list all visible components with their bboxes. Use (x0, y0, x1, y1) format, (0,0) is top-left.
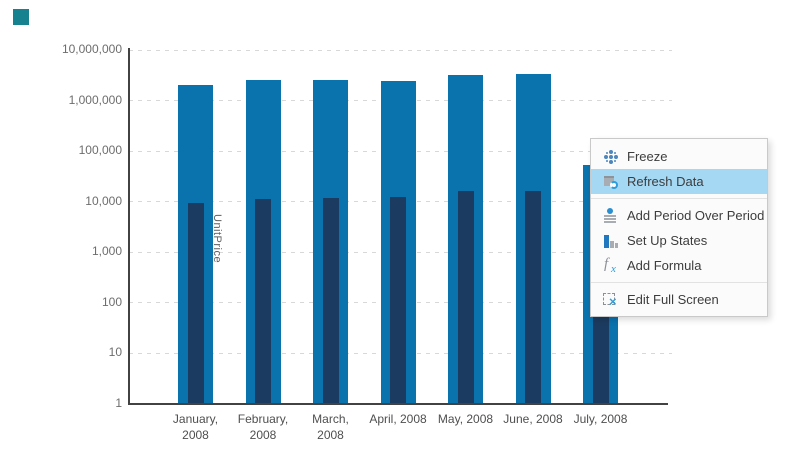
y-axis-tick-label: 10,000,000 (61, 42, 122, 56)
y-axis-tick-label: 1,000 (91, 244, 122, 259)
menu-item-label: Freeze (627, 149, 668, 164)
y-axis-tick-label: 10,000 (85, 193, 122, 208)
menu-item-add-period-over-period[interactable]: Add Period Over Period (591, 203, 767, 228)
x-axis-tick-label: March, 2008 (312, 412, 349, 442)
x-axis-tick-label: January, 2008 (172, 412, 219, 442)
menu-separator (591, 198, 767, 199)
series-label-unitprice: UnitPrice (211, 214, 223, 264)
menu-item-label: Add Period Over Period (627, 208, 765, 223)
bar-series2-april[interactable] (390, 197, 406, 404)
menu-item-label: Refresh Data (627, 174, 704, 189)
bar-series2-june[interactable] (525, 191, 541, 404)
menu-item-label: Edit Full Screen (627, 292, 719, 307)
menu-item-freeze[interactable]: Freeze (591, 144, 767, 169)
x-axis-tick-label: April, 2008 (369, 412, 427, 426)
x-axis-line (128, 403, 668, 405)
x-axis-tick-label: May, 2008 (437, 412, 494, 426)
app-logo (13, 9, 29, 25)
y-axis-line (128, 48, 130, 405)
bar-series2-february[interactable] (255, 199, 271, 404)
y-axis-tick-label: 100 (101, 294, 122, 309)
y-axis-tick-label: 100,000 (78, 143, 122, 158)
menu-item-refresh-data[interactable]: Refresh Data (591, 169, 767, 194)
y-axis-tick-label: 10 (108, 345, 122, 360)
x-axis-tick-label: February, 2008 (237, 412, 289, 442)
bar-series2-may[interactable] (457, 191, 474, 404)
refresh-data-icon (603, 174, 619, 190)
menu-item-add-formula[interactable]: f x Add Formula (591, 253, 767, 278)
menu-separator (591, 282, 767, 283)
x-axis-tick-label: July, 2008 (573, 412, 628, 426)
menu-item-label: Add Formula (627, 258, 702, 273)
menu-item-edit-full-screen[interactable]: × Edit Full Screen (591, 287, 767, 312)
freeze-icon (603, 149, 619, 165)
bar-series2-march[interactable] (322, 198, 339, 404)
menu-item-set-up-states[interactable]: Set Up States (591, 228, 767, 253)
menu-item-label: Set Up States (627, 233, 708, 248)
bar-series2-january[interactable] (187, 203, 204, 404)
context-menu: Freeze Refresh Data Add Period Over Period… (590, 138, 768, 317)
gridline (129, 49, 672, 51)
x-axis-tick-label: June, 2008 (503, 412, 563, 426)
edit-full-screen-icon: × (603, 292, 619, 309)
calendar-period-icon (603, 207, 619, 224)
y-axis-tick-label: 1 (115, 396, 122, 410)
y-axis-tick-label: 1,000,000 (68, 92, 122, 107)
bar-chart-icon (603, 233, 619, 249)
